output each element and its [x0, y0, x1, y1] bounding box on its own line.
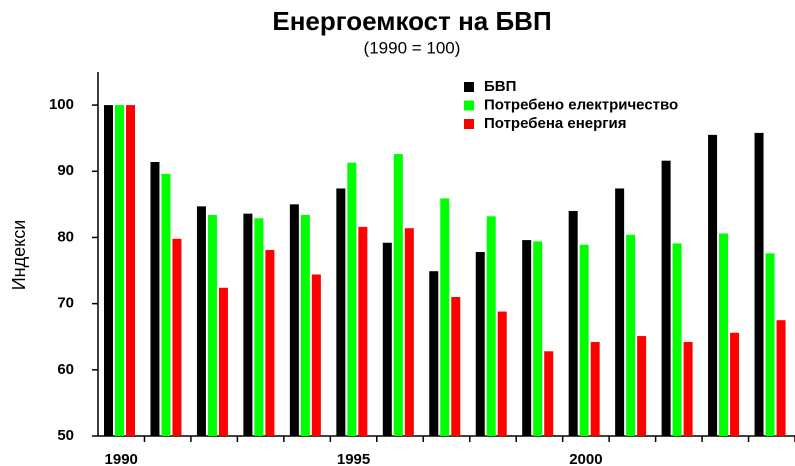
- bar: [150, 162, 160, 437]
- bar: [440, 198, 450, 436]
- bar: [533, 241, 543, 436]
- chart-title: Енергоемкост на БВП: [272, 6, 551, 36]
- bar: [708, 134, 718, 436]
- legend-label: БВП: [484, 78, 516, 95]
- bar: [719, 233, 729, 436]
- bar: [126, 105, 135, 436]
- bar: [637, 336, 647, 436]
- bar: [358, 226, 368, 436]
- y-tick-label: 80: [57, 228, 74, 245]
- bar: [579, 244, 589, 436]
- chart-subtitle: (1990 = 100): [364, 38, 461, 57]
- bar: [393, 154, 403, 436]
- bar: [522, 240, 532, 436]
- bar: [672, 243, 682, 436]
- bar: [776, 320, 786, 436]
- bar: [568, 210, 578, 436]
- bar: [347, 162, 357, 436]
- bar: [451, 297, 461, 436]
- bar: [730, 332, 740, 436]
- bar: [172, 238, 182, 436]
- bar: [207, 214, 217, 436]
- bar: [486, 216, 496, 436]
- legend-swatch: [464, 119, 474, 129]
- bar: [336, 188, 346, 436]
- bar: [254, 218, 264, 436]
- bar: [382, 242, 392, 436]
- bar: [218, 287, 228, 436]
- bar: [115, 105, 124, 436]
- y-tick-label: 70: [57, 295, 74, 312]
- bar: [497, 311, 507, 436]
- y-tick-label: 50: [57, 427, 74, 444]
- legend-label: Потребено електричество: [484, 96, 678, 113]
- bar: [765, 253, 775, 436]
- x-tick-label: 1995: [337, 451, 370, 466]
- legend-swatch: [464, 82, 474, 92]
- y-tick-label: 90: [57, 162, 74, 179]
- bar: [196, 206, 206, 436]
- bar: [661, 160, 671, 436]
- y-tick-label: 60: [57, 361, 74, 378]
- bar: [289, 204, 299, 436]
- x-tick-label: 2000: [569, 451, 602, 466]
- bar: [615, 188, 625, 436]
- bar: [161, 173, 171, 437]
- bar: [311, 274, 321, 436]
- bar: [243, 213, 253, 436]
- bar: [683, 342, 693, 436]
- bar: [590, 342, 600, 436]
- bar: [429, 271, 439, 436]
- legend-swatch: [464, 100, 474, 111]
- x-tick-label: 1990: [105, 451, 138, 466]
- bar: [626, 234, 636, 436]
- bar: [265, 250, 275, 436]
- bar: [404, 228, 414, 436]
- legend-label: Потребена енергия: [484, 115, 627, 132]
- bar: [475, 252, 485, 436]
- bar: [754, 132, 764, 436]
- bar: [544, 351, 554, 436]
- y-tick-label: 100: [49, 96, 74, 113]
- bar: [300, 214, 310, 436]
- bar: [104, 105, 113, 436]
- y-axis-label: Индекси: [9, 220, 29, 291]
